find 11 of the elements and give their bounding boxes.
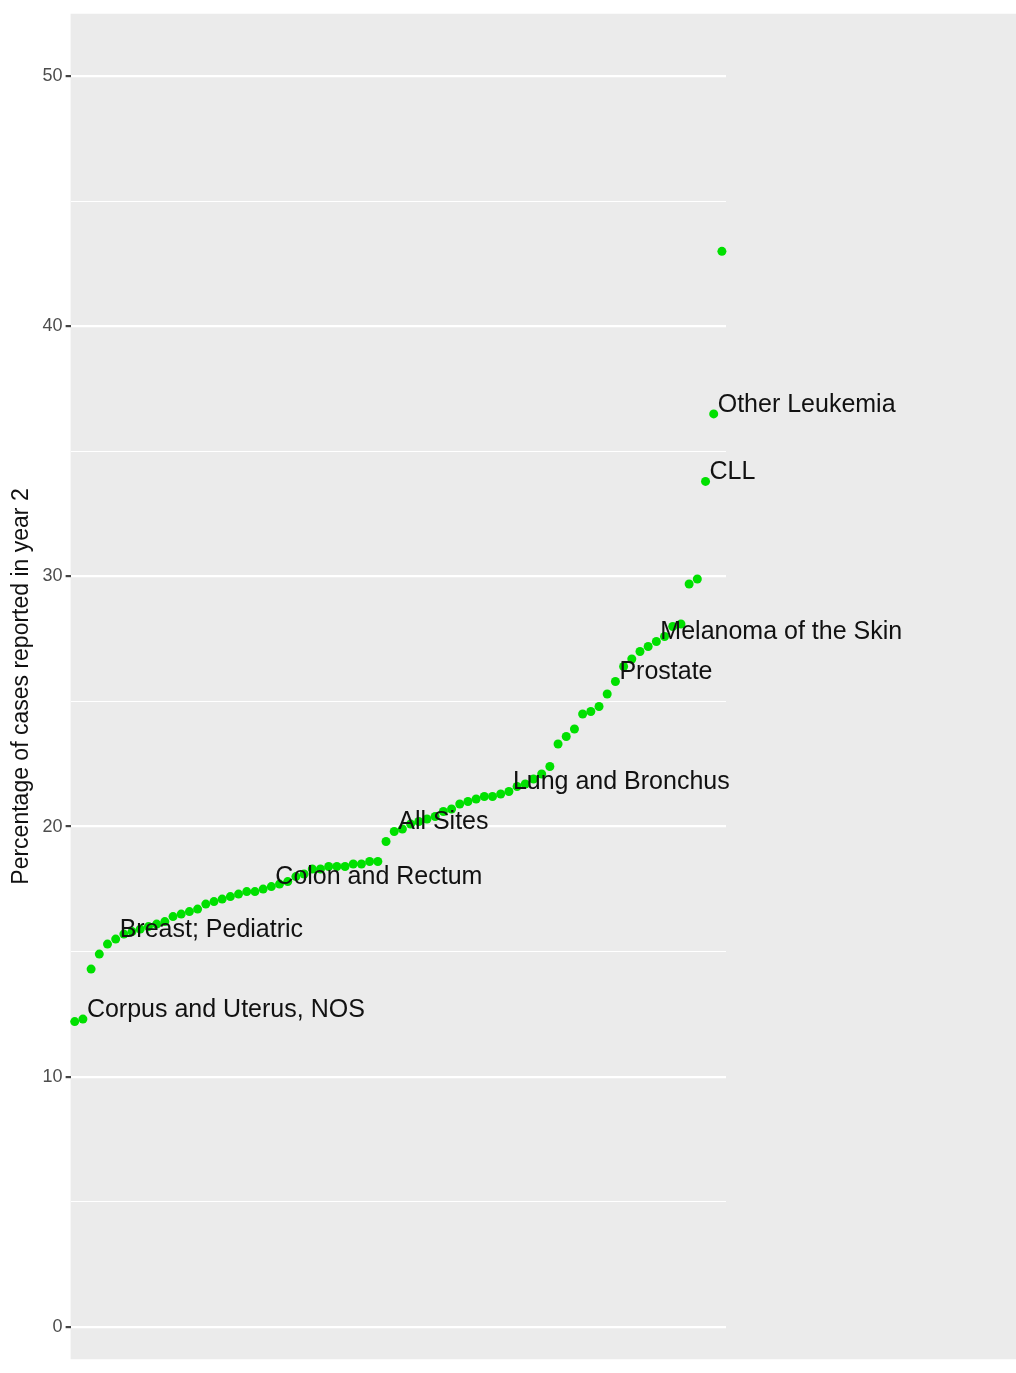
annotation: Other Leukemia <box>717 388 896 417</box>
y-tick-label: 40 <box>42 315 63 336</box>
annotation: Corpus and Uterus, NOS <box>86 993 365 1022</box>
y-tick-label: 50 <box>42 65 63 86</box>
y-tick-label: 30 <box>42 565 63 586</box>
y-tick-label: 20 <box>42 815 63 836</box>
y-tick-label: 0 <box>52 1315 63 1336</box>
y-tick-label: 10 <box>42 1065 63 1086</box>
y-axis-title: Percentage of cases reported in year 2 <box>7 488 34 885</box>
annotation: CLL <box>709 456 756 485</box>
annotation: Prostate <box>619 656 713 685</box>
